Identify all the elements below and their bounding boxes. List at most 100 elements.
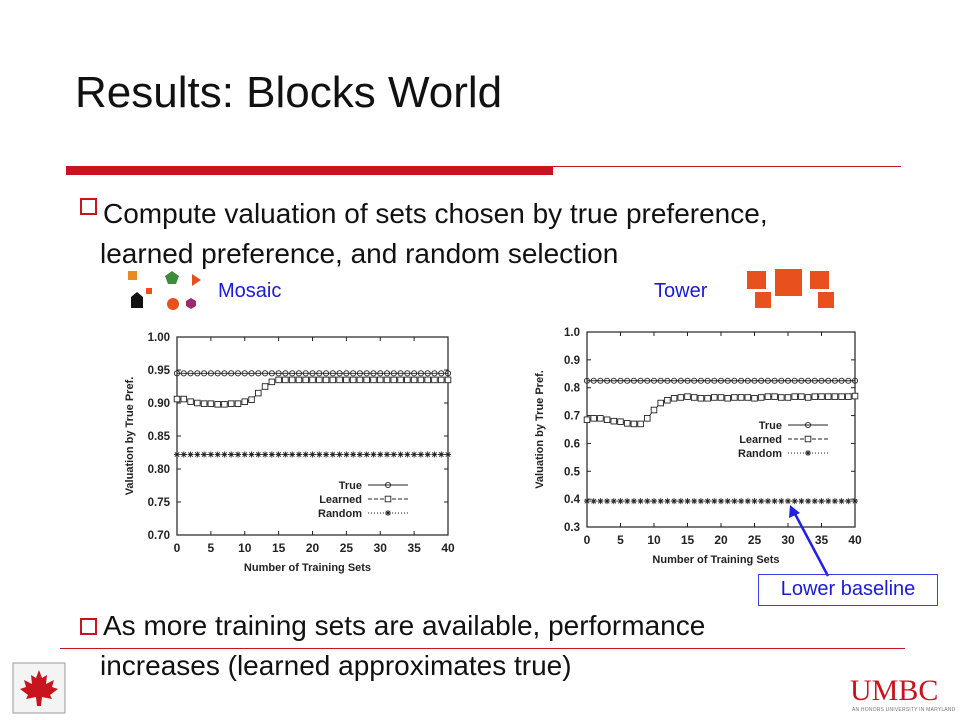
data-point-learned (818, 393, 825, 400)
data-point-true (610, 377, 617, 384)
data-point-learned (444, 376, 452, 384)
maple-leaf-icon (12, 662, 66, 714)
tower-blocks-icon (747, 269, 834, 308)
legend-marker (385, 510, 391, 516)
data-point-true (377, 370, 384, 377)
data-point-learned (690, 394, 698, 401)
data-point-true (744, 377, 751, 384)
data-point-true (201, 370, 208, 377)
data-point-true (805, 377, 812, 384)
plot-frame (586, 331, 856, 528)
data-point-random (241, 451, 248, 458)
data-point-true (356, 370, 363, 377)
data-point-true (664, 377, 671, 384)
data-point-true (604, 377, 611, 384)
data-point-true (751, 377, 758, 384)
data-point-random (617, 498, 624, 505)
data-point-learned (851, 392, 859, 400)
data-point-learned (811, 393, 819, 400)
data-point-random (744, 498, 751, 505)
data-point-random (411, 451, 418, 458)
data-point-true (838, 377, 845, 384)
x-tick-label: 25 (340, 541, 354, 555)
data-point-learned (241, 398, 248, 405)
data-point-true (302, 370, 309, 377)
data-point-random (275, 451, 282, 458)
data-point-true (221, 370, 228, 377)
data-point-true (791, 377, 798, 384)
bullet-1-line-1: Compute valuation of sets chosen by true… (103, 198, 768, 229)
data-point-random (697, 498, 704, 505)
data-point-random (590, 498, 597, 505)
data-point-learned (187, 398, 194, 405)
y-tick-label: 1.00 (148, 332, 170, 344)
data-point-learned (630, 420, 638, 428)
data-point-random (704, 498, 711, 505)
callout-arrow (789, 505, 830, 577)
data-point-random (282, 451, 289, 458)
data-point-random (630, 498, 637, 505)
legend-marker (804, 435, 812, 443)
y-tick-label: 0.95 (148, 365, 171, 377)
data-point-learned (349, 376, 357, 384)
data-point-true (383, 370, 391, 377)
data-point-learned (737, 394, 745, 401)
data-point-learned (275, 376, 282, 384)
data-point-learned (356, 376, 364, 384)
bullet-square-icon (80, 618, 97, 635)
data-point-random (584, 498, 590, 505)
x-tick-label: 40 (848, 533, 862, 547)
data-point-learned (437, 376, 445, 384)
data-point-learned (370, 376, 377, 384)
data-point-learned (610, 417, 618, 425)
x-tick-label: 5 (208, 541, 215, 555)
data-point-true (397, 370, 404, 377)
data-point-true (316, 370, 323, 377)
data-point-random (302, 451, 309, 458)
y-axis-label: Valuation by True Pref. (124, 377, 136, 496)
data-point-random (798, 498, 805, 505)
data-point-learned (791, 393, 798, 400)
data-point-true (583, 377, 591, 384)
data-point-random (785, 498, 791, 505)
data-point-true (671, 377, 678, 384)
legend-label: Random (738, 448, 782, 460)
y-tick-label: 1.0 (564, 327, 580, 339)
data-point-true (404, 370, 411, 377)
data-point-random (336, 451, 343, 458)
data-point-learned (417, 376, 425, 384)
data-point-random (248, 451, 255, 458)
data-point-true (417, 370, 424, 377)
data-point-learned (302, 376, 309, 384)
x-tick-label: 15 (272, 541, 286, 555)
data-point-learned (322, 376, 330, 384)
data-point-random (174, 451, 180, 458)
data-point-true (825, 377, 832, 384)
data-point-true (798, 377, 805, 384)
y-tick-label: 0.6 (564, 438, 580, 450)
data-point-random (610, 498, 617, 505)
data-point-random (329, 451, 336, 458)
data-point-learned (597, 415, 604, 422)
mosaic-blocks-icon (128, 271, 201, 310)
umbc-logo: UMBC (850, 674, 939, 707)
data-point-learned (214, 401, 221, 408)
data-point-true (343, 370, 350, 377)
data-point-random (201, 451, 208, 458)
data-point-random (187, 451, 194, 458)
data-point-learned (309, 376, 316, 384)
data-point-random (604, 498, 611, 505)
data-point-true (784, 377, 792, 384)
data-point-true (684, 377, 691, 384)
data-point-learned (410, 376, 418, 384)
data-point-learned (261, 383, 269, 390)
x-tick-label: 10 (238, 541, 252, 555)
data-point-random (424, 451, 431, 458)
data-point-learned (684, 393, 691, 400)
x-tick-label: 15 (681, 533, 695, 547)
data-point-true (617, 377, 624, 384)
data-point-random (180, 451, 187, 458)
data-point-true (630, 377, 637, 384)
data-point-random (343, 451, 350, 458)
data-point-random (731, 498, 738, 505)
